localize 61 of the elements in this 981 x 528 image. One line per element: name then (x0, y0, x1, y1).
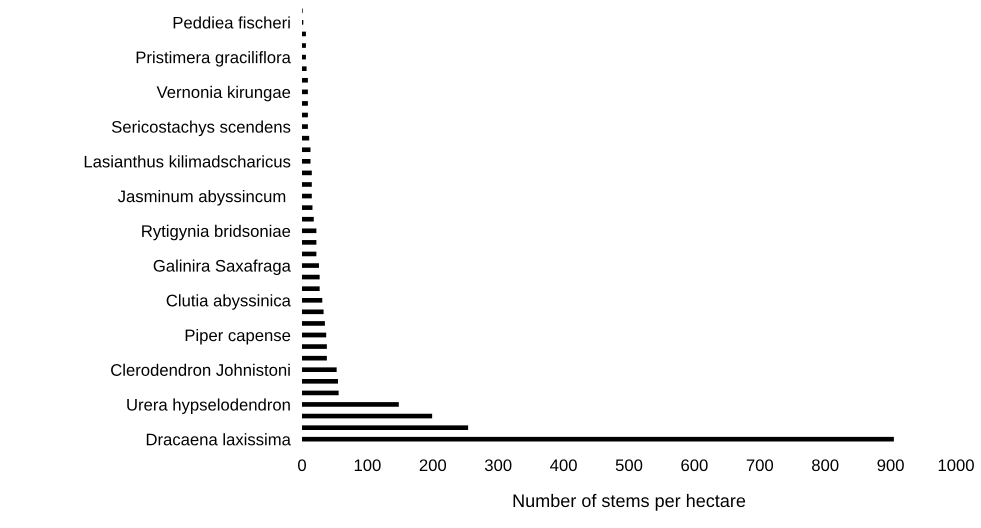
bar (302, 159, 310, 164)
bar (302, 170, 312, 176)
bar (302, 344, 327, 349)
bar (302, 252, 316, 256)
bar (302, 194, 312, 198)
bar (302, 136, 310, 140)
y-tick-label: Lasianthus kilimadscharicus (84, 155, 290, 168)
bar (302, 286, 320, 291)
y-tick-label: Urera hypselodendron (127, 398, 290, 414)
bar (302, 367, 337, 372)
bar (302, 112, 308, 118)
bar (302, 321, 325, 326)
y-tick-label: Dracaena laxissima (146, 433, 291, 446)
x-tick-label: 400 (550, 459, 577, 472)
x-tick-label: 200 (420, 459, 446, 472)
bar (302, 310, 324, 314)
x-tick-label: 500 (616, 459, 642, 472)
bar (302, 43, 306, 48)
bar (302, 425, 468, 430)
x-tick-label: 1000 (938, 459, 974, 472)
x-tick-label: 0 (298, 459, 306, 472)
bar (302, 101, 308, 106)
y-tick-label: Clutia abyssinica (166, 294, 291, 310)
bar (302, 54, 306, 60)
y-tick-label: Peddiea fischeri (174, 16, 290, 29)
y-tick-label: Pristimera graciliflora (136, 51, 291, 67)
bar (302, 390, 339, 396)
bar (302, 274, 320, 280)
bar (302, 240, 316, 245)
bar (302, 414, 432, 418)
y-tick-label: Vernonia kirungae (156, 86, 290, 102)
bar (302, 205, 312, 210)
bar (302, 379, 338, 384)
bar (302, 332, 326, 338)
x-tick-label: 300 (484, 459, 512, 472)
x-tick-label: 800 (812, 459, 838, 472)
y-tick-label: Piper capense (186, 328, 290, 344)
bar (302, 124, 308, 129)
bar (302, 216, 314, 222)
y-tick-label: Sericostachys scendens (112, 120, 290, 136)
y-tick-label: Jasminum abyssincum (118, 190, 286, 206)
bar (302, 298, 322, 303)
bar (302, 228, 316, 234)
x-tick-label: 900 (877, 459, 904, 472)
bar (302, 263, 320, 268)
bar (302, 182, 312, 187)
bar (302, 90, 308, 94)
bar (302, 356, 327, 360)
x-tick-label: 700 (746, 459, 774, 472)
x-axis-title: Number of stems per hectare (514, 494, 746, 511)
bar (302, 32, 306, 36)
x-tick-label: 100 (354, 459, 381, 472)
bar (302, 78, 308, 83)
y-tick-label: Clerodendron Johnistoni (111, 364, 290, 376)
bar (302, 402, 399, 407)
y-tick-label: Rytigynia bridsoniae (142, 224, 290, 240)
bar (302, 436, 894, 442)
bar (302, 66, 307, 71)
x-tick-label: 600 (681, 459, 708, 472)
y-tick-label: Galinira Saxafraga (154, 259, 291, 276)
bar (302, 147, 310, 152)
